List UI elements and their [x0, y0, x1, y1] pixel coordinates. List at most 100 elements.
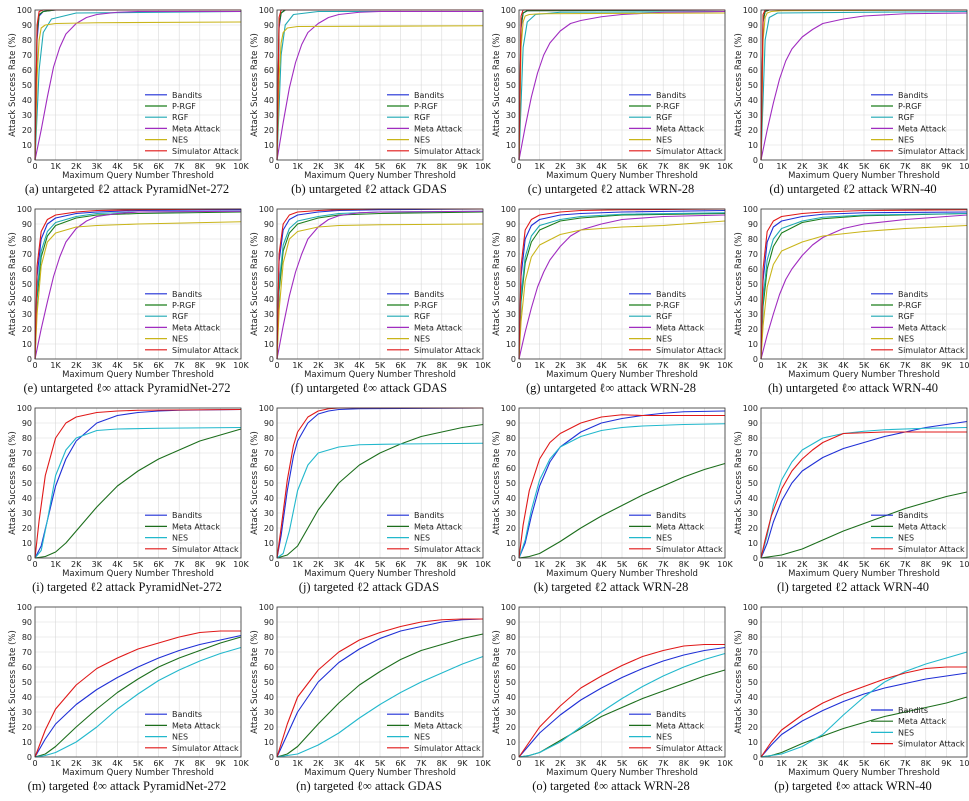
series-line — [760, 491, 968, 559]
y-axis-label: Attack Success Rate (%) — [492, 630, 502, 734]
y-tick-label: 90 — [506, 220, 516, 229]
x-tick-label: 6K — [395, 759, 406, 768]
x-tick-label: 6K — [879, 560, 890, 569]
x-tick-label: 4K — [838, 560, 849, 569]
x-axis-label: Maximum Query Number Threshold — [546, 768, 698, 778]
x-tick-label: 4K — [838, 361, 849, 370]
legend-entry: P-RGF — [898, 301, 922, 310]
series-line — [518, 10, 726, 161]
x-tick-label: 0 — [274, 162, 279, 171]
legend-entry: NES — [172, 335, 188, 344]
y-tick-label: 0 — [511, 753, 516, 762]
legend: Bandits P-RGF RGF Meta Attack NES Simulator A… — [871, 290, 965, 355]
x-tick-label: 8K — [679, 361, 690, 370]
series-line — [276, 655, 484, 758]
x-tick-label: 5K — [859, 759, 870, 768]
chart-panel: 0 10 20 30 40 50 60 70 80 90 100 0 1K 2K 3K 4K 5K 6K 7K 8K 9… — [8, 601, 249, 799]
x-axis-label: Maximum Query Number Threshold — [546, 171, 698, 181]
plot-frame — [276, 606, 484, 758]
y-tick-label: 50 — [506, 81, 516, 90]
x-tick-label: 7K — [174, 560, 185, 569]
y-tick-label: 40 — [748, 96, 758, 105]
x-tick-label: 7K — [174, 162, 185, 171]
x-axis-label: Maximum Query Number Threshold — [304, 370, 456, 380]
legend-entry: Meta Attack — [414, 721, 462, 730]
legend-entry: Simulator Attack — [898, 545, 965, 554]
y-tick-label: 80 — [264, 36, 274, 45]
series-line — [760, 211, 968, 360]
x-tick-label: 4K — [838, 162, 849, 171]
legend-entry: Bandits — [656, 710, 686, 719]
y-tick-label: 40 — [22, 295, 32, 304]
y-tick-label: 80 — [264, 235, 274, 244]
y-tick-label: 70 — [506, 648, 516, 657]
legend-entry: Simulator Attack — [656, 545, 723, 554]
x-tick-label: 4K — [112, 361, 123, 370]
x-tick-label: 7K — [174, 759, 185, 768]
chart-panel: 0 10 20 30 40 50 60 70 80 90 100 0 1K 2K 3K 4K 5K 6K 7K 8K 9… — [734, 601, 969, 799]
y-tick-label: 20 — [506, 524, 516, 533]
legend-entry: Simulator Attack — [414, 147, 481, 156]
y-tick-label: 60 — [506, 265, 516, 274]
x-tick-label: 3K — [818, 361, 829, 370]
legend-entry: Bandits — [898, 511, 928, 520]
y-tick-label: 80 — [748, 633, 758, 642]
x-axis-label: Maximum Query Number Threshold — [546, 569, 698, 579]
y-tick-label: 50 — [748, 280, 758, 289]
series-line — [34, 211, 242, 360]
y-tick-label: 100 — [17, 205, 32, 214]
subfigure-caption: (b) untargeted ℓ2 attack GDAS — [291, 182, 447, 196]
x-tick-label: 1K — [50, 560, 61, 569]
y-tick-label: 70 — [22, 51, 32, 60]
plot-frame — [760, 9, 968, 161]
series-line — [518, 652, 726, 758]
series-line — [276, 618, 484, 758]
chart-svg: 0 10 20 30 40 50 60 70 80 90 100 0 1K 2K 3K 4K 5K 6K 7K 8K 9… — [734, 205, 969, 380]
x-tick-label: 4K — [354, 560, 365, 569]
legend-entry: Meta Attack — [898, 522, 946, 531]
chart-panel: 0 10 20 30 40 50 60 70 80 90 100 0 1K 2K 3K 4K 5K 6K 7K 8K 9… — [492, 402, 733, 600]
legend-entry: P-RGF — [898, 102, 922, 111]
y-tick-label: 60 — [506, 663, 516, 672]
y-tick-label: 60 — [22, 66, 32, 75]
y-tick-label: 0 — [753, 753, 758, 762]
series-line — [34, 630, 241, 758]
gridlines — [518, 9, 726, 161]
y-tick-label: 0 — [269, 156, 274, 165]
y-tick-label: 40 — [506, 295, 516, 304]
y-tick-label: 90 — [264, 419, 274, 428]
y-tick-label: 10 — [264, 738, 274, 747]
x-tick-label: 7K — [658, 759, 669, 768]
x-tick-label: 8K — [921, 759, 932, 768]
y-tick-label: 40 — [264, 96, 274, 105]
legend-entry: Bandits — [172, 511, 202, 520]
y-tick-label: 40 — [748, 295, 758, 304]
x-tick-label: 7K — [900, 560, 911, 569]
series-line — [518, 212, 726, 360]
x-tick-label: 6K — [395, 560, 406, 569]
chart-panel: 0 10 20 30 40 50 60 70 80 90 100 0 1K 2K 3K 4K 5K 6K 7K 8K 9… — [734, 203, 969, 401]
x-tick-label: 4K — [112, 560, 123, 569]
x-tick-label: 3K — [818, 560, 829, 569]
series-line — [34, 428, 242, 559]
plot-frame — [276, 407, 484, 559]
legend-entry: Meta Attack — [414, 522, 462, 531]
series-line — [760, 214, 968, 360]
chart-svg: 0 10 20 30 40 50 60 70 80 90 100 0 1K 2K 3K 4K 5K 6K 7K 8K 9… — [734, 6, 969, 181]
x-tick-label: 6K — [395, 361, 406, 370]
y-tick-label: 100 — [501, 6, 516, 15]
series-line — [34, 408, 242, 559]
y-tick-label: 70 — [264, 250, 274, 259]
y-tick-label: 100 — [259, 205, 274, 214]
legend-entry: Bandits — [414, 290, 444, 299]
x-tick-label: 5K — [859, 361, 870, 370]
y-tick-label: 40 — [264, 295, 274, 304]
legend: Bandits Meta Attack NES Simulator Attack — [387, 710, 481, 753]
x-tick-label: 1K — [292, 361, 303, 370]
x-tick-label: 6K — [637, 560, 648, 569]
legend: Bandits Meta Attack NES Simulator Attack — [629, 710, 723, 753]
x-tick-label: 8K — [195, 361, 206, 370]
y-tick-label: 80 — [22, 36, 32, 45]
y-tick-label: 30 — [506, 708, 516, 717]
y-tick-label: 60 — [22, 464, 32, 473]
